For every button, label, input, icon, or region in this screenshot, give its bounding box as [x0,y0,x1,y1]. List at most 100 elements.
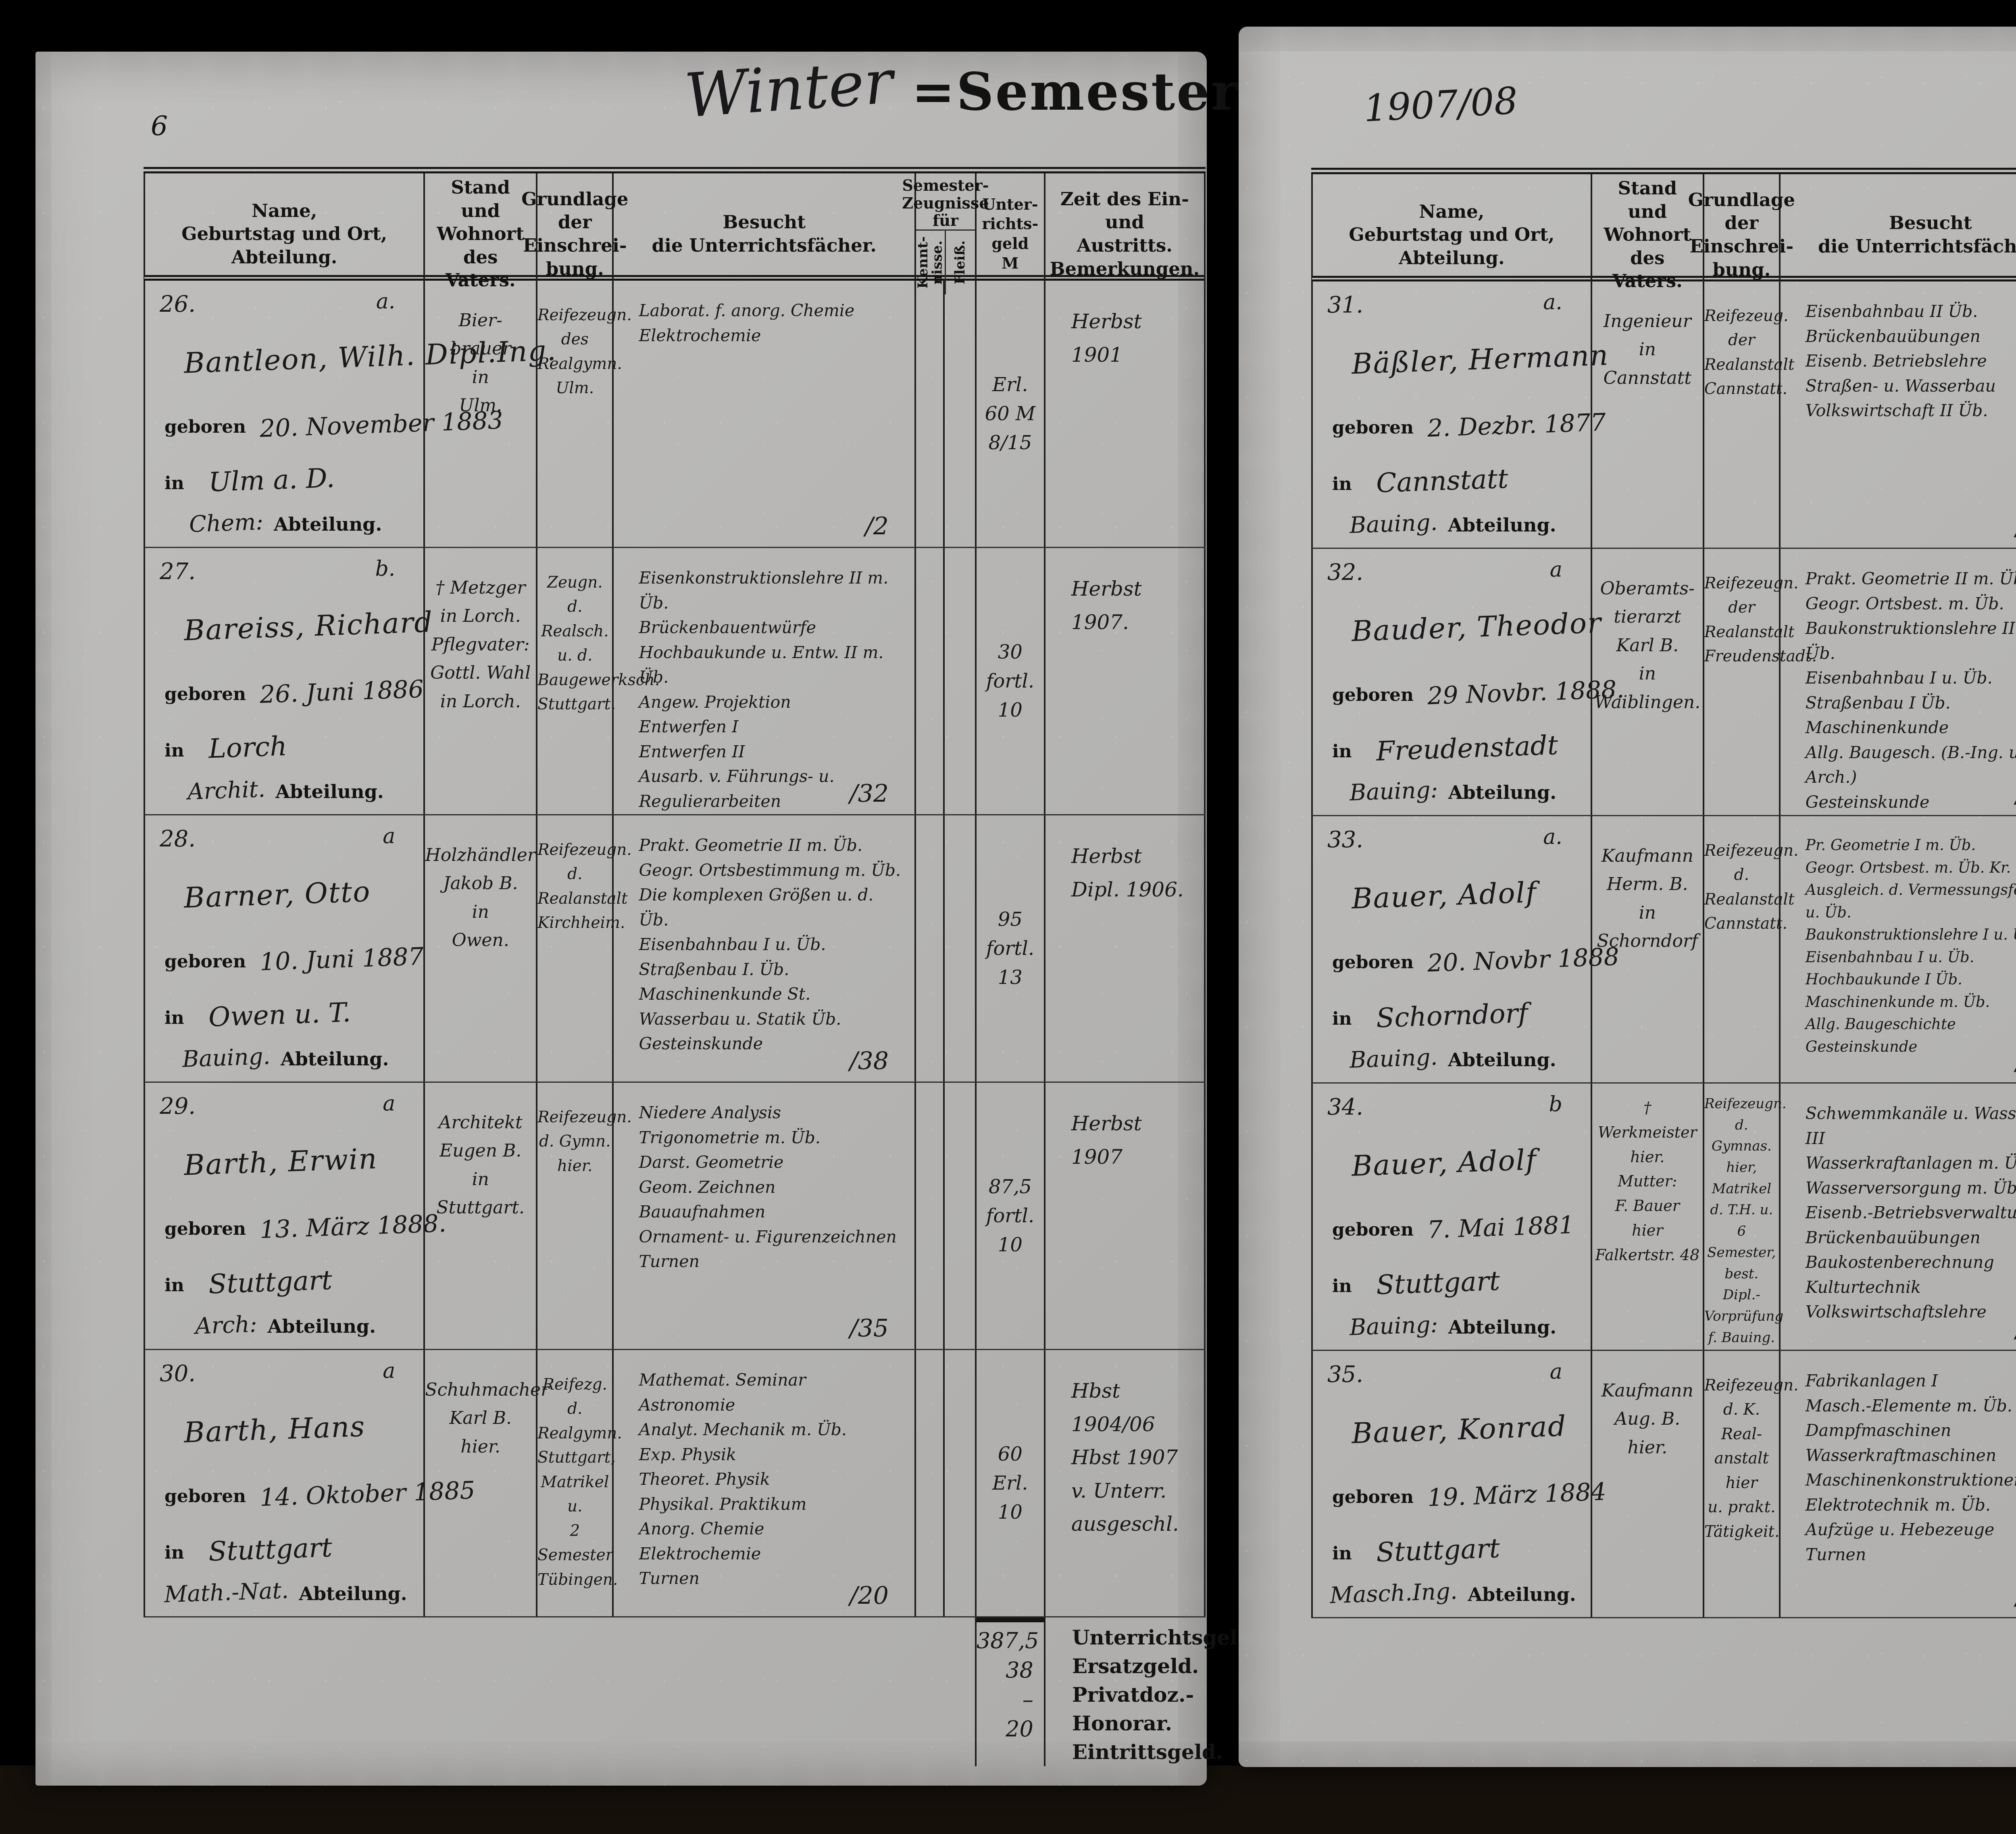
birth-date: 26. Juni 1886 [259,675,424,709]
abteilung-label: Abteilung. [275,781,384,802]
abteilung-label: Abteilung. [1448,1049,1556,1071]
subjects: Mathemat. Seminar Astronomie Analyt. Mec… [639,1370,847,1588]
section-letter: a [383,1359,396,1383]
hours-total: /35 [850,1314,889,1342]
subjects: Schwemmkanäle u. Wasserbau III Wasserkra… [1805,1104,2016,1321]
table-header: Name, Geburtstag und Ort, Abteilung. Sta… [144,173,1206,294]
father-status: Holzhändler Jakob B. in Owen. [425,815,538,1082]
enrollment-basis: Reifezeugn. der Realanstalt Freudenstadt… [1704,549,1817,815]
fee-summary-amounts: 387,5 38 – 20 [976,1617,1045,1766]
remarks: Herbst 1907 [1045,1083,1206,1349]
name-cell: 26. a. Bantleon, Wilh. Dipl.Ing. geboren… [145,281,557,547]
row-number: 29. [160,1093,196,1119]
col-header-name: Name, Geburtstag und Ort, Abteilung. [1313,174,1592,295]
fleiss-label: Fleiß. [952,240,968,285]
kenntnisse-cell [916,548,945,814]
semester-title-handwritten: Winter [682,47,896,131]
kenntnisse-cell [916,281,945,547]
section-letter: a [1549,1360,1562,1384]
in-label: in [1332,741,1352,762]
section-letter: a. [1543,825,1562,849]
row-number: 31. [1327,292,1364,318]
subjects: Eisenkonstruktionslehre II m. Üb. Brücke… [639,568,889,811]
in-label: in [165,473,184,494]
footer-spacer [145,1617,977,1766]
in-label: in [165,1542,184,1563]
abteilung-label: Abteilung. [273,513,382,535]
name-cell: 30. a Barth, Hans geboren 14. Oktober 188… [145,1350,476,1616]
department: Bauing. [1349,509,1438,539]
subjects: Niedere Analysis Trigonometrie m. Üb. Da… [639,1103,897,1271]
fee-summary: 397,5 16 – – Unterrichtsgeld. Ersatzgeld… [1311,1618,2016,1739]
abteilung-label: Abteilung. [1468,1584,1576,1605]
subjects-cell: Laborat. f. anorg. Chemie Elektrochemie … [614,281,916,547]
geboren-label: geboren [165,951,246,972]
abteilung-label: Abteilung. [1448,782,1557,803]
name-cell: 33. a. Bauer, Adolf geboren 20. Novbr 188… [1313,816,1620,1082]
name-cell: 34. b Bauer, Adolf geboren 7. Mai 1881 in… [1313,1084,1592,1350]
geboren-label: geboren [165,1486,246,1507]
geboren-label: geboren [165,1219,246,1239]
birth-place: Cannstatt [1375,463,1509,499]
kenntnisse-cell [916,815,945,1082]
birth-date: 13. März 1888. [259,1209,447,1244]
semester-title: Winter =Semester [683,47,1240,131]
name-cell: 35. a Bauer, Konrad geboren 19. März 1884… [1313,1351,1607,1617]
father-status: Schuhmacher Karl B. hier. [425,1350,549,1616]
in-label: in [165,1275,184,1296]
fee: 95 fortl. 13 [977,815,1045,1082]
kenntnisse-cell [916,1350,945,1616]
geboren-label: geboren [1332,1219,1414,1240]
kenntnisse-cell [916,1083,945,1349]
fee: 30 fortl. 10 [977,548,1045,814]
subjects: Fabrikanlagen I Masch.-Elemente m. Üb. D… [1805,1371,2016,1564]
in-label: in [1332,1543,1352,1564]
table-row: 35. a Bauer, Konrad geboren 19. März 1884… [1311,1351,2016,1618]
father-status: Architekt Eugen B. in Stuttgart. [425,1083,538,1349]
section-letter: a. [1543,290,1562,315]
section-letter: b [1549,1092,1562,1117]
enrollment-basis: Reifezeugn. d. Gymnas. hier, Matrikel d.… [1704,1084,1787,1350]
remarks: Herbst 1907. [1045,548,1206,814]
table-row: 26. a. Bantleon, Wilh. Dipl.Ing. geboren… [144,281,1206,548]
fee: 60 Erl. 10 [977,1350,1045,1616]
in-label: in [1332,474,1352,494]
subjects: Prakt. Geometrie II m. Üb. Geogr. Ortsbe… [639,836,901,1053]
table-row: 29. a Barth, Erwin geboren 13. März 1888.… [144,1083,1206,1350]
subjects: Prakt. Geometrie II m. Üb. Geogr. Ortsbe… [1805,569,2016,812]
in-label: in [165,740,184,761]
subjects-cell: Mathemat. Seminar Astronomie Analyt. Mec… [614,1350,916,1616]
remarks: Herbst Dipl. 1906. [1045,815,1206,1082]
hours-total: /38 [850,1047,889,1075]
row-number: 27. [160,559,196,585]
department: Masch.Ing. [1329,1578,1458,1609]
subjects-cell: Schwemmkanäle u. Wasserbau III Wasserkra… [1781,1084,2016,1350]
enrollment-basis: Reifezeug. der Realanstalt Cannstatt. [1704,281,1795,548]
geboren-label: geboren [1332,417,1414,438]
fleiss-cell [945,281,977,547]
row-number: 26. [160,291,196,317]
col-header-stand: Stand und Wohnort des Vaters. [1592,174,1704,295]
birth-place: Stuttgart [208,1532,333,1567]
row-number: 35. [1327,1361,1364,1388]
table-row: 33. a. Bauer, Adolf geboren 20. Novbr 188… [1311,816,2016,1084]
hours-total: /32 [850,779,889,808]
zeugnisse-group-label: Semester- Zeugnisse für [902,173,989,231]
fee-summary: 387,5 38 – 20 Unterrichtsgeld. Ersatzgel… [144,1617,1259,1766]
student-name: Bantleon, Wilh. Dipl.Ing. [183,333,557,380]
birth-place: Lorch [208,730,287,765]
col-header-grundlage: Grundlage der Einschrei- bung. [1688,174,1795,295]
subjects-cell: Prakt. Geometrie II m. Üb. Geogr. Ortsbe… [614,815,916,1082]
birth-date: 2. Dezbr. 1877 [1427,408,1607,443]
remarks: Hbst 1904/06 Hbst 1907 v. Unterr. ausges… [1045,1350,1206,1616]
name-cell: 31. a. Bäßler, Hermann geboren 2. Dezbr. … [1313,281,1609,548]
name-cell: 27. b. Bareiss, Richard geboren 26. Juni … [145,548,433,814]
hours-total: /20 [850,1582,889,1610]
department: Bauing. [1349,1044,1438,1073]
row-number: 28. [160,826,196,852]
col-header-zeugnisse: Semester- Zeugnisse für Kennt- nisse. Fl… [902,173,989,294]
register-table-right: Name, Geburtstag und Ort, Abteilung. Sta… [1311,168,2016,1739]
birth-date: 19. März 1884 [1427,1478,1607,1512]
birth-place: Owen u. T. [208,996,351,1033]
